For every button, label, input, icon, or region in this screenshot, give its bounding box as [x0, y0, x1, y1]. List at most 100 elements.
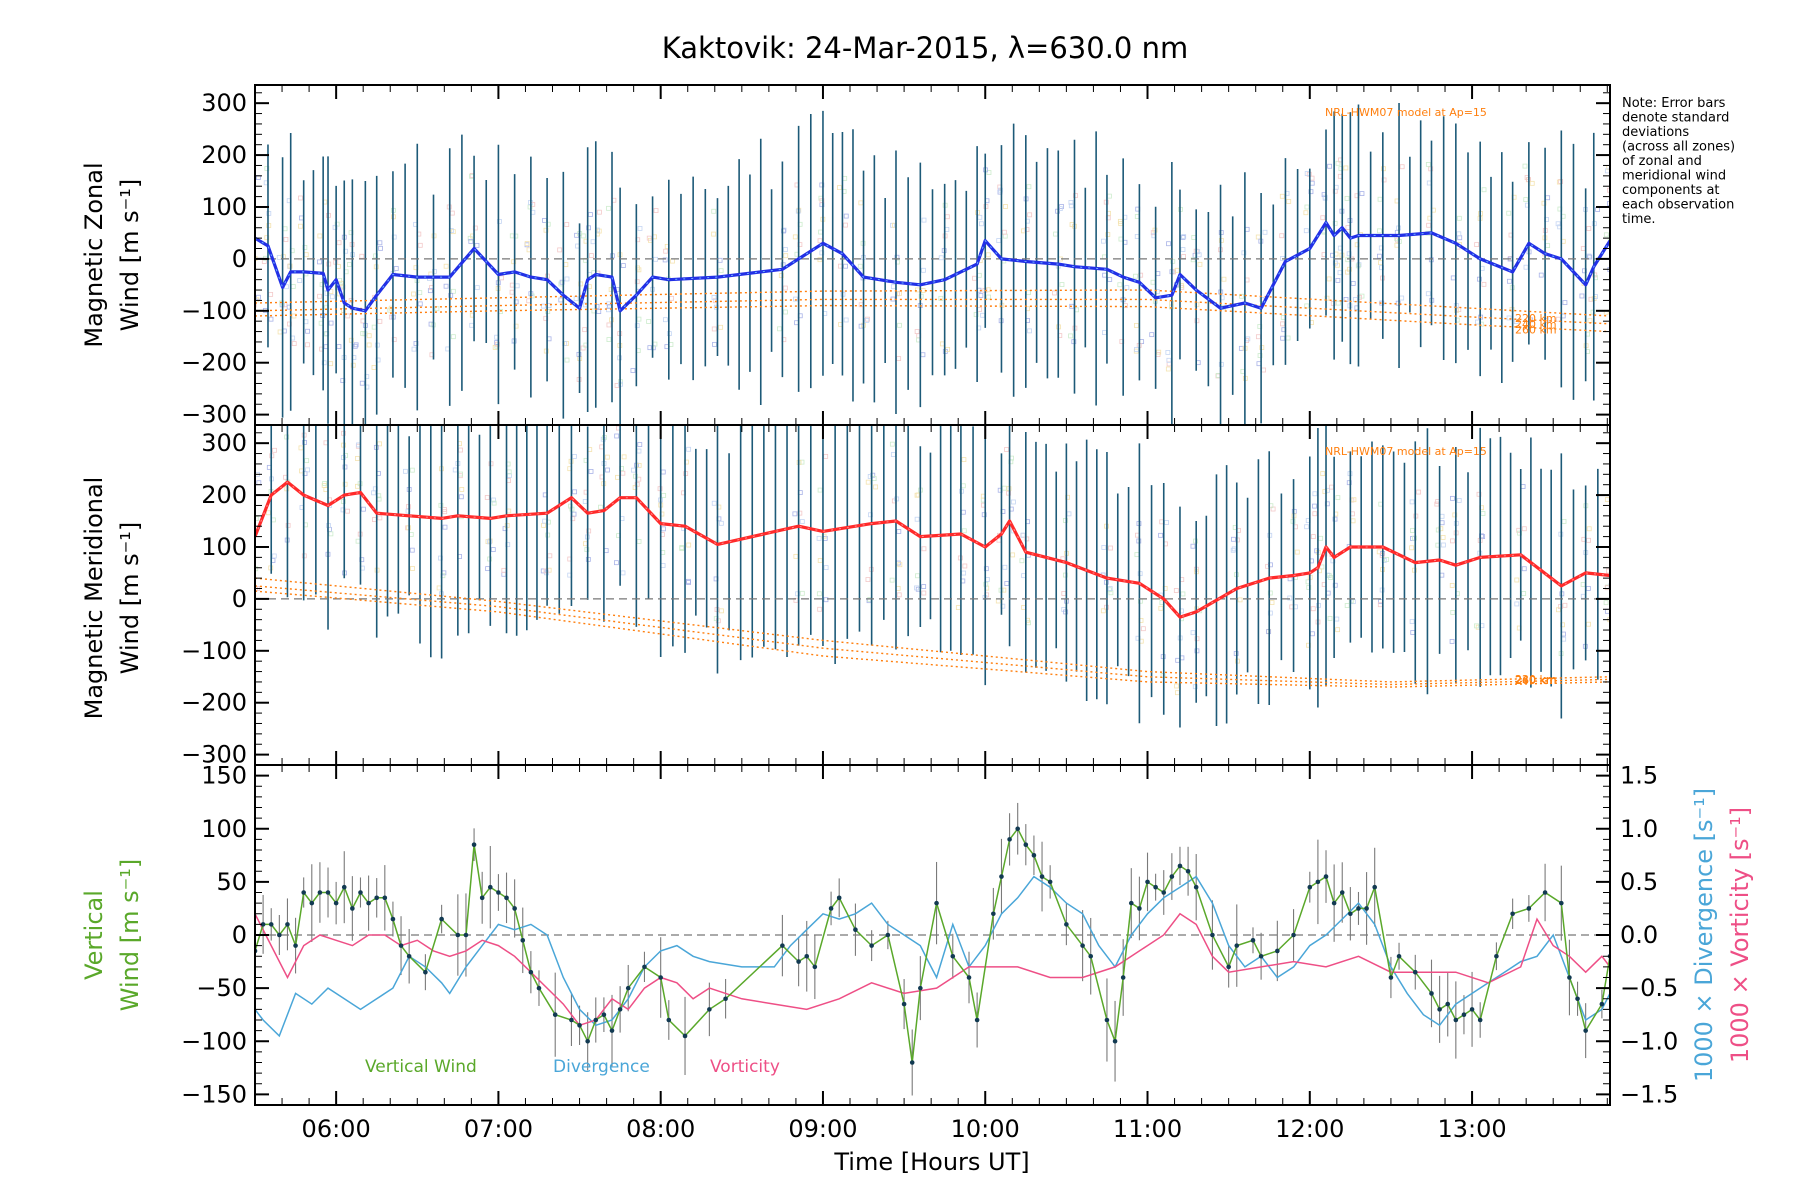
zone-sample	[409, 547, 415, 553]
zone-sample	[298, 215, 304, 221]
zone-sample	[1117, 282, 1123, 288]
vertical-wind-point	[496, 890, 501, 895]
zone-sample	[977, 306, 983, 312]
note-line: components at	[1622, 183, 1720, 198]
zone-sample	[1068, 200, 1074, 205]
zone-sample	[1149, 332, 1155, 338]
zone-sample	[986, 170, 992, 175]
zone-sample	[1330, 300, 1336, 306]
zone-sample	[277, 329, 283, 335]
zone-sample	[1335, 160, 1341, 166]
zone-sample	[371, 517, 377, 522]
zone-sample	[360, 318, 366, 324]
zone-sample	[614, 383, 620, 388]
zone-sample	[1102, 330, 1107, 336]
zone-sample	[1378, 260, 1383, 266]
zone-sample	[637, 442, 643, 447]
note-line: (across all zones)	[1622, 140, 1735, 155]
vertical-wind-point	[552, 1012, 558, 1017]
zone-sample	[286, 416, 290, 420]
zone-sample	[1449, 583, 1455, 588]
zone-sample	[604, 454, 610, 460]
zone-sample	[1586, 253, 1592, 259]
zone-sample	[1523, 264, 1529, 270]
vertical-wind-point	[1583, 1028, 1588, 1033]
zone-sample	[1158, 532, 1163, 538]
zone-sample	[1611, 558, 1615, 562]
zone-sample	[1024, 536, 1030, 542]
note-line: time.	[1622, 212, 1656, 227]
zone-sample	[1173, 588, 1179, 593]
zone-sample	[1506, 315, 1512, 321]
zone-sample	[582, 499, 588, 504]
legend-divergence: Divergence	[553, 1057, 650, 1077]
zone-sample	[371, 490, 377, 496]
vertical-wind-point	[1339, 890, 1345, 895]
zone-sample	[606, 205, 611, 211]
zone-sample	[336, 240, 342, 246]
vertical-wind-point	[617, 1007, 623, 1012]
vertical-wind-point	[1348, 911, 1353, 917]
zone-sample	[823, 453, 829, 459]
zone-sample	[297, 278, 303, 283]
zone-sample	[1521, 526, 1527, 532]
y2-tick-label: −0.5	[1620, 974, 1678, 1002]
zone-sample	[1294, 549, 1300, 555]
zone-sample	[1239, 293, 1244, 299]
zone-sample	[985, 287, 991, 293]
zone-sample	[321, 360, 327, 366]
zone-sample	[983, 566, 989, 572]
zone-sample	[996, 238, 1002, 243]
x-tick-label: 07:00	[464, 1115, 533, 1143]
zone-sample	[1440, 535, 1446, 540]
zone-sample	[452, 467, 458, 473]
zone-sample	[636, 448, 642, 454]
vertical-wind-point	[1275, 948, 1280, 954]
vertical-wind-point	[285, 922, 290, 927]
vertical-wind-point	[1477, 1017, 1483, 1023]
zone-sample	[1586, 226, 1592, 231]
y-tick-label: −50	[196, 974, 247, 1002]
zone-sample	[1562, 602, 1568, 608]
vertical-wind-point	[1226, 964, 1231, 970]
vertical-wind-point	[479, 895, 485, 901]
zone-sample	[586, 225, 591, 231]
zone-sample	[1350, 281, 1356, 286]
zone-sample	[1335, 627, 1341, 633]
zone-sample	[303, 319, 309, 325]
zone-sample	[630, 368, 636, 373]
zone-sample	[1107, 586, 1113, 592]
zone-sample	[543, 348, 549, 354]
zone-sample	[816, 591, 822, 597]
zone-sample	[324, 291, 330, 296]
zone-sample	[1476, 491, 1482, 497]
zone-sample	[792, 511, 798, 517]
zone-sample	[598, 504, 603, 510]
zone-sample	[340, 455, 346, 460]
y2-tick-label: 0.0	[1620, 921, 1658, 949]
zone-sample	[558, 297, 564, 303]
zone-sample	[485, 566, 491, 572]
zone-sample	[606, 337, 612, 342]
zone-sample	[1329, 484, 1334, 490]
vertical-wind-point	[1461, 1012, 1467, 1017]
zone-sample	[541, 522, 546, 528]
zone-sample	[377, 441, 382, 447]
zone-sample	[711, 500, 717, 506]
zone-sample	[718, 520, 724, 526]
zone-sample	[442, 509, 448, 515]
legend-vorticity: Vorticity	[710, 1057, 780, 1077]
y-tick-label: 100	[201, 815, 247, 843]
x-tick-label: 06:00	[302, 1115, 371, 1143]
zone-sample	[268, 316, 274, 322]
zone-sample	[1320, 471, 1326, 477]
vertical-wind-point	[1169, 874, 1175, 879]
x-tick-label: 11:00	[1113, 1115, 1182, 1143]
zone-sample	[458, 447, 463, 453]
zone-sample	[291, 341, 297, 346]
vertical-wind-point	[1453, 1017, 1459, 1023]
